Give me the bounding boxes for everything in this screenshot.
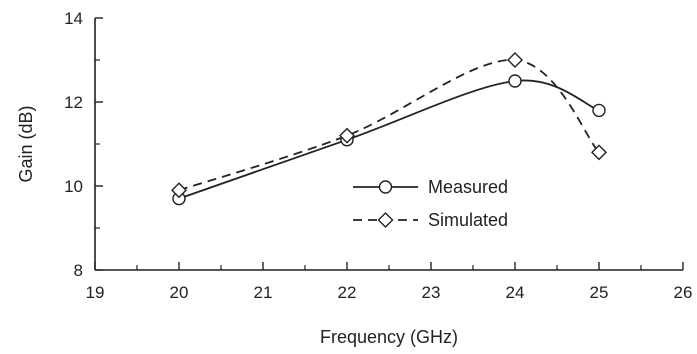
measured-line: [178, 79, 600, 200]
simulated-line: [178, 59, 600, 192]
series-simulated: [171, 52, 607, 199]
x-tick-label: 24: [506, 283, 525, 302]
x-tick-label: 21: [254, 283, 273, 302]
measured-point: [592, 103, 606, 118]
measured-point: [508, 74, 522, 88]
y-axis-label: Gain (dB): [16, 105, 36, 182]
y-tick-label: 14: [64, 9, 83, 28]
simulated-point: [507, 52, 523, 68]
legend-simulated-label: Simulated: [428, 210, 508, 230]
ticks: [94, 17, 684, 271]
legend: Measured Simulated: [353, 177, 508, 230]
x-axis-label: Frequency (GHz): [320, 327, 458, 347]
legend-simulated-marker: [377, 212, 394, 228]
x-tick-label: 22: [338, 283, 357, 302]
y-tick-label: 8: [74, 261, 83, 280]
x-tick-label: 19: [86, 283, 105, 302]
x-tick-label: 23: [422, 283, 441, 302]
y-tick-label: 10: [64, 177, 83, 196]
series-layer: [171, 52, 607, 206]
x-tick-label: 26: [674, 283, 693, 302]
legend-measured-marker: [378, 180, 393, 194]
x-tick-label: 25: [590, 283, 609, 302]
y-tick-label: 12: [64, 93, 83, 112]
axes: [94, 18, 683, 271]
simulated-point: [339, 127, 355, 144]
legend-measured-label: Measured: [428, 177, 508, 197]
x-tick-label: 20: [170, 283, 189, 302]
simulated-point: [591, 144, 607, 161]
simulated-point: [171, 182, 187, 199]
tick-labels: 19 20 21 22 23 24 25 26 8 10 12 14: [64, 9, 692, 302]
